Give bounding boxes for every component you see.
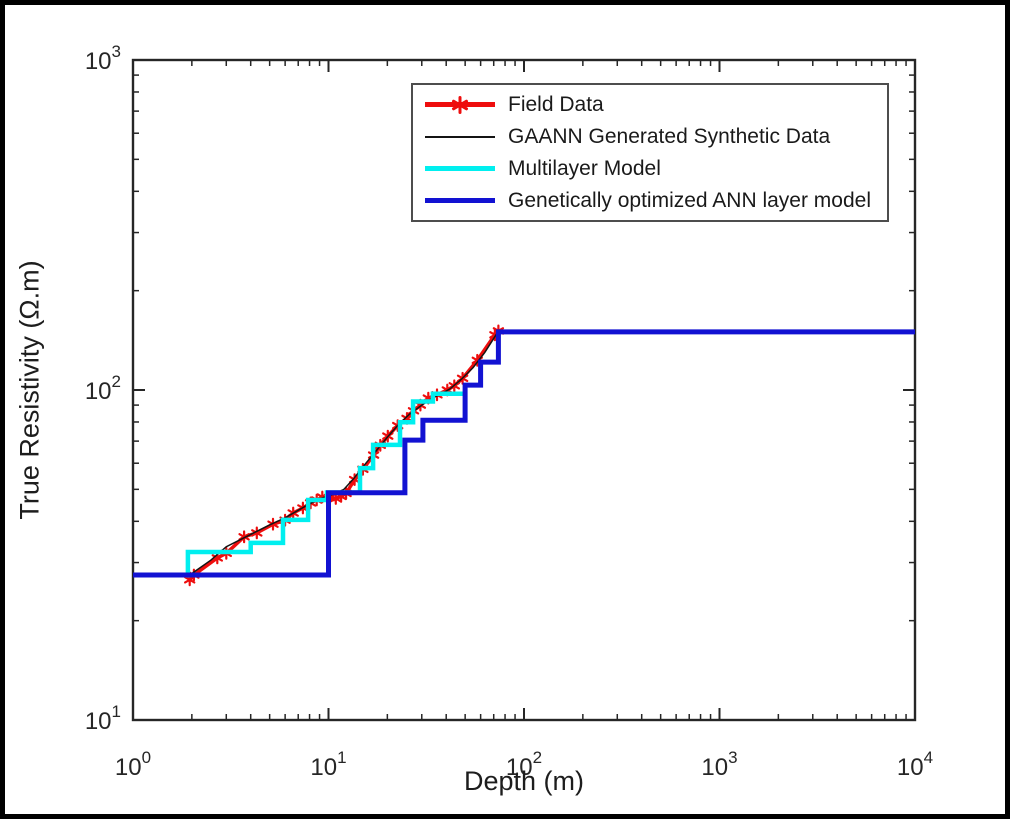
legend-label-field-data: Field Data (508, 93, 604, 117)
legend-item-field-data: Field Data (425, 89, 887, 121)
legend-label-gaann-synthetic: GAANN Generated Synthetic Data (508, 125, 831, 149)
legend-label-multilayer-model: Multilayer Model (508, 156, 661, 180)
multilayer-line-sample (425, 165, 495, 171)
x-axis-label: Depth (m) (463, 766, 585, 796)
legend-item-gaann-synthetic: GAANN Generated Synthetic Data (425, 121, 887, 153)
legend-item-ga-ann-layer-model: Genetically optimized ANN layer model (425, 184, 887, 216)
x-tick-label: 103 (701, 748, 737, 781)
y-tick-label: 101 (85, 702, 121, 735)
x-tick-label: 104 (897, 748, 933, 781)
asterisk-marker-icon (452, 95, 468, 114)
legend: Field Data GAANN Generated Synthetic Dat… (411, 83, 889, 222)
gaann-line-sample (425, 135, 495, 138)
x-tick-label: 100 (115, 748, 151, 781)
legend-item-multilayer-model: Multilayer Model (425, 153, 887, 185)
ga-ann-line-sample (425, 197, 495, 203)
x-tick-label: 101 (310, 748, 346, 781)
y-tick-label: 103 (85, 42, 121, 75)
y-axis-label: True Resistivity (Ω.m) (14, 260, 45, 520)
field-data-line-sample (425, 95, 495, 114)
y-tick-label: 102 (85, 372, 121, 405)
legend-label-ga-ann-layer-model: Genetically optimized ANN layer model (508, 188, 871, 212)
